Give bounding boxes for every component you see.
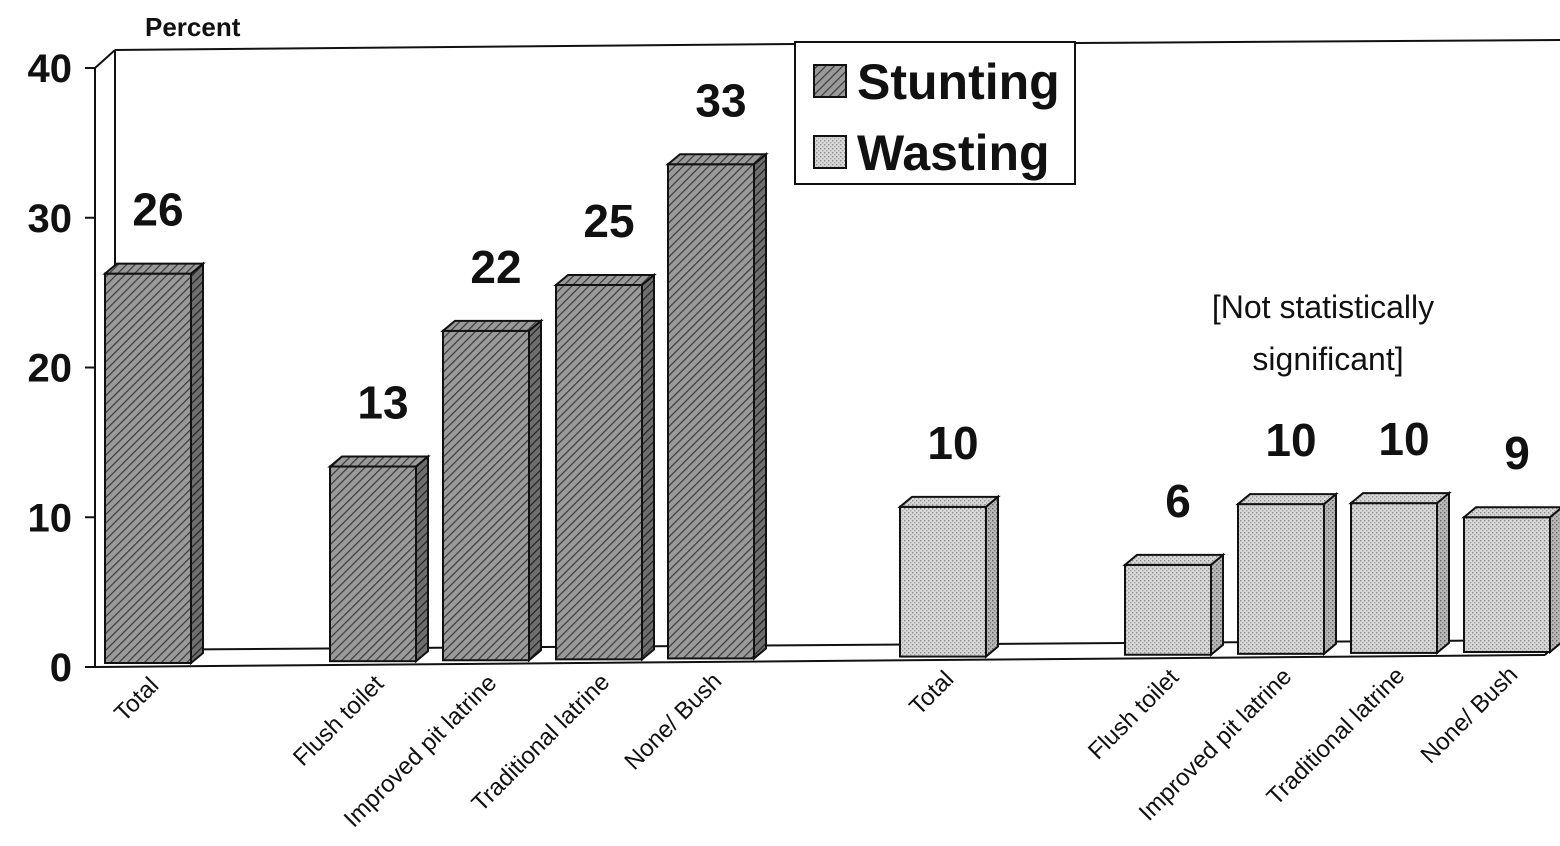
bar-side-face bbox=[753, 152, 767, 661]
bar-wasting-1 bbox=[1122, 552, 1226, 657]
legend-swatch-stunting bbox=[813, 64, 847, 98]
bar-top-face bbox=[1461, 506, 1560, 519]
back-wall-top-edge bbox=[114, 43, 796, 51]
bar-wasting-0 bbox=[897, 494, 1001, 659]
bar-top-face bbox=[665, 153, 769, 166]
bar-side-face bbox=[1549, 507, 1560, 655]
bar-side-face bbox=[190, 261, 204, 666]
category-label-stunting-4: None/ Bush bbox=[619, 668, 727, 776]
bar-wasting-2 bbox=[1235, 491, 1339, 656]
bar-stunting-0 bbox=[102, 261, 206, 666]
category-label-stunting-1: Flush toilet bbox=[288, 670, 389, 771]
bar-side-face bbox=[415, 454, 429, 664]
category-label-wasting-4: None/ Bush bbox=[1415, 661, 1523, 769]
value-label-stunting-4: 33 bbox=[695, 74, 746, 126]
bar-front-face bbox=[1124, 563, 1212, 656]
value-label-wasting-2: 10 bbox=[1265, 414, 1316, 466]
bar-front-face bbox=[555, 283, 643, 661]
bar-front-face bbox=[899, 505, 987, 658]
bar-top-face bbox=[102, 262, 206, 275]
value-label-stunting-2: 22 bbox=[470, 241, 521, 293]
y-axis-depth bbox=[94, 49, 116, 69]
bar-side-face bbox=[1436, 491, 1450, 656]
y-tick-label: 30 bbox=[28, 197, 73, 241]
bar-top-face bbox=[897, 495, 1001, 508]
bar-front-face bbox=[1350, 502, 1438, 654]
value-label-stunting-3: 25 bbox=[583, 195, 634, 247]
bar-front-face bbox=[442, 329, 530, 662]
bar-front-face bbox=[667, 163, 755, 660]
category-label-stunting-0: Total bbox=[109, 672, 164, 727]
value-labels-layer: 26 13 22 25 33 10 6 10 10 9 bbox=[132, 74, 1529, 527]
value-label-stunting-0: 26 bbox=[132, 184, 183, 236]
bar-top-face bbox=[327, 455, 431, 468]
significance-annotation: [Not statistically significant] bbox=[1212, 289, 1434, 377]
y-axis-label: Percent bbox=[145, 12, 241, 42]
bar-top-face bbox=[1122, 553, 1226, 566]
y-axis-ticks: 0 10 20 30 40 bbox=[28, 47, 95, 690]
bar-top-face bbox=[440, 319, 544, 332]
value-label-wasting-0: 10 bbox=[927, 417, 978, 469]
y-tick-label: 0 bbox=[50, 646, 72, 690]
value-label-wasting-3: 10 bbox=[1378, 413, 1429, 465]
y-tick-label: 10 bbox=[28, 496, 73, 540]
y-tick-label: 40 bbox=[28, 47, 73, 91]
value-label-wasting-1: 6 bbox=[1165, 475, 1191, 527]
bar-stunting-3 bbox=[553, 272, 657, 662]
value-label-wasting-4: 9 bbox=[1504, 427, 1530, 479]
back-wall-top-edge-right bbox=[1074, 39, 1560, 44]
bar-wasting-3 bbox=[1348, 491, 1452, 656]
legend-label-wasting: Wasting bbox=[857, 125, 1050, 181]
bar-side-face bbox=[528, 318, 542, 663]
bar-side-face bbox=[985, 494, 999, 659]
bar-top-face bbox=[1235, 493, 1339, 506]
bars-layer bbox=[102, 152, 1560, 666]
category-label-wasting-1: Flush toilet bbox=[1083, 664, 1184, 765]
x-axis-front bbox=[94, 654, 1546, 668]
bar-stunting-2 bbox=[440, 318, 544, 663]
bar-front-face bbox=[1237, 503, 1325, 655]
bar-top-face bbox=[1348, 492, 1452, 505]
bar-wasting-4 bbox=[1461, 506, 1560, 655]
legend-swatch-wasting bbox=[813, 135, 847, 169]
bar-front-face bbox=[1463, 516, 1551, 653]
value-label-stunting-1: 13 bbox=[357, 377, 408, 429]
annotation-line-1: [Not statistically bbox=[1212, 289, 1434, 325]
bar-side-face bbox=[1323, 491, 1337, 656]
bar-side-face bbox=[641, 272, 655, 662]
bar-side-face bbox=[1210, 552, 1224, 657]
bar-stunting-1 bbox=[327, 454, 431, 664]
y-tick-label: 20 bbox=[28, 347, 73, 391]
bar-front-face bbox=[329, 465, 417, 663]
bar-stunting-4 bbox=[665, 152, 769, 661]
bar-top-face bbox=[553, 273, 657, 286]
bar-front-face bbox=[104, 272, 192, 664]
legend-label-stunting: Stunting bbox=[857, 54, 1060, 110]
legend: Stunting Wasting bbox=[794, 41, 1076, 185]
category-label-wasting-0: Total bbox=[904, 666, 959, 721]
annotation-line-2: significant] bbox=[1252, 341, 1403, 377]
